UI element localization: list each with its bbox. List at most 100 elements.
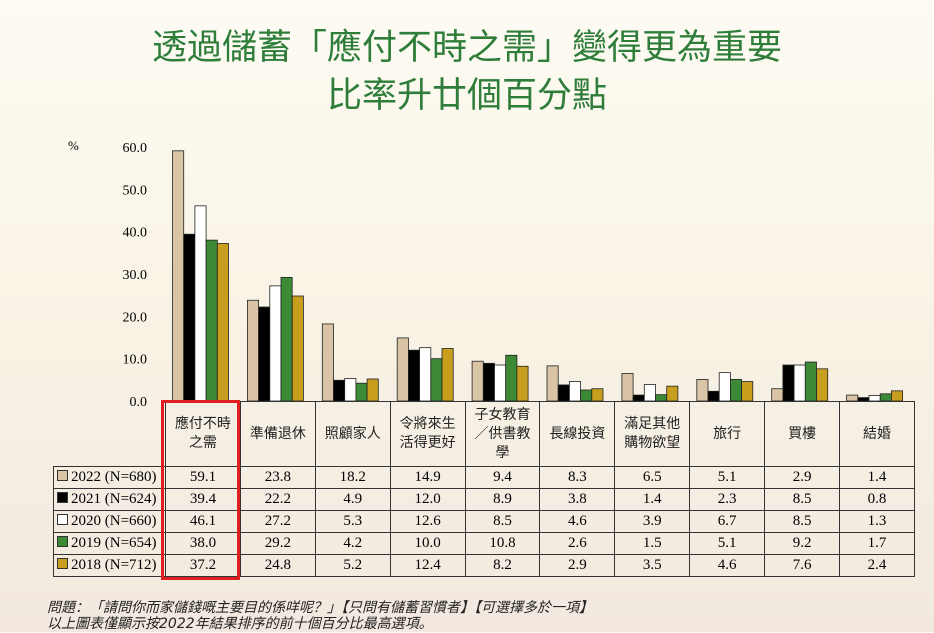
bar: [396, 337, 409, 402]
bar: [505, 354, 518, 402]
data-label: 14.9: [389, 466, 466, 489]
bar: [194, 205, 207, 402]
data-label: 4.6: [539, 510, 616, 533]
category-label: 買樓: [764, 401, 841, 467]
data-label: 12.6: [389, 510, 466, 533]
chart-title-line2: 比率升廿個百分點: [326, 76, 607, 116]
header-blank: [54, 402, 166, 467]
data-label: 5.1: [689, 532, 766, 555]
category-label-line: 應付不時: [174, 416, 231, 432]
data-label: 23.8: [239, 466, 316, 489]
y-tick-label: 10.0: [123, 353, 148, 368]
category-label: 令將來生 活得更好: [389, 401, 466, 467]
bar: [621, 373, 634, 402]
legend-entry: 2018 (N=712): [53, 554, 166, 577]
data-label: 1.4: [839, 466, 915, 489]
data-label: 10.0: [389, 532, 466, 555]
legend-swatch: [57, 514, 68, 525]
data-label: 12.4: [389, 554, 466, 577]
bar: [430, 358, 443, 402]
category-label-line: 活得更好: [399, 435, 456, 451]
bar: [580, 389, 593, 402]
legend-label: 2022 (N=680): [71, 469, 157, 485]
data-label: 8.3: [539, 466, 616, 489]
category-label-line: 準備退休: [249, 425, 306, 442]
category-label: 照顧家人: [314, 401, 391, 467]
data-label: 4.2: [314, 532, 391, 555]
data-label: 38.0: [165, 532, 241, 555]
legend-label: 2020 (N=660): [71, 513, 157, 529]
data-label: 8.5: [464, 510, 541, 533]
data-label: 6.5: [614, 466, 691, 489]
category-label-line: 之需: [188, 435, 217, 451]
data-label: 12.0: [389, 488, 466, 511]
table-row: 2018 (N=712) 37.2 24.8 5.2 12.4 8.2 2.9 3.5 4.6 7…: [53, 554, 915, 577]
bar: [366, 378, 379, 402]
bar: [291, 295, 304, 402]
data-label: 22.2: [239, 488, 316, 511]
category-label: 長線投資: [539, 401, 616, 467]
category-label: 應付不時 之需: [165, 401, 241, 467]
data-label: 18.2: [314, 466, 391, 489]
category-label-line: ／供書教: [474, 425, 531, 442]
y-tick-label: 50.0: [123, 183, 148, 198]
data-label: 8.2: [464, 554, 541, 577]
bar-chart: 60.0 50.0 40.0 30.0 20.0 10.0 0.0: [123, 141, 904, 410]
bar: [482, 362, 495, 402]
bar: [355, 382, 368, 402]
bar: [730, 379, 743, 402]
category-label-line: 照顧家人: [324, 425, 381, 442]
data-label: 59.1: [165, 466, 241, 489]
data-label: 29.2: [239, 532, 316, 555]
data-label: 4.9: [314, 488, 391, 511]
y-axis-unit: %: [68, 138, 79, 153]
bar: [741, 381, 754, 402]
data-label: 3.9: [614, 510, 691, 533]
legend-swatch: [57, 492, 68, 503]
table-header-row: 應付不時 之需 準備退休 照顧家人 令將來生 活得更好 子女教育 ／供書教學長線投資 滿足其他購…: [54, 401, 915, 467]
legend-entry: 2019 (N=654): [53, 532, 166, 555]
category-label-line: 子女教育: [474, 406, 531, 423]
bar: [441, 348, 454, 402]
bar: [172, 150, 185, 402]
data-label: 8.9: [464, 488, 541, 511]
bar: [643, 384, 656, 402]
table-row: 2021 (N=624) 39.4 22.2 4.9 12.0 8.9 3.8 1.4 2.3 8…: [53, 488, 915, 511]
data-label: 6.7: [689, 510, 766, 533]
data-label: 1.3: [839, 510, 915, 533]
bar: [546, 365, 559, 402]
data-label: 9.2: [764, 532, 841, 555]
data-label: 9.4: [464, 466, 541, 489]
bar: [407, 349, 420, 402]
table-row: 2019 (N=654) 38.0 29.2 4.2 10.0 10.8 2.6 1.5 5.1…: [53, 532, 915, 555]
category-label-line: 令將來生: [399, 416, 456, 432]
data-label: 37.2: [165, 554, 241, 577]
legend-label: 2018 (N=712): [71, 557, 157, 573]
category-label-line: 買樓: [788, 425, 817, 442]
bar: [666, 385, 679, 402]
y-tick-label: 30.0: [123, 268, 148, 283]
bar: [494, 364, 507, 402]
data-label: 2.9: [539, 554, 616, 577]
data-label: 27.2: [239, 510, 316, 533]
bar: [891, 390, 904, 402]
category-label-line: 購物欲望: [624, 435, 681, 451]
bar: [696, 379, 709, 402]
bar: [569, 381, 582, 402]
category-label: 滿足其他 購物欲望: [614, 401, 691, 467]
data-label: 8.5: [764, 510, 841, 533]
legend-swatch: [57, 470, 68, 481]
legend-label: 2021 (N=624): [71, 491, 157, 507]
y-tick-label: 20.0: [123, 310, 148, 325]
data-label: 24.8: [239, 554, 316, 577]
table-row: 2020 (N=660) 46.1 27.2 5.3 12.6 8.5 4.6 3.9 6.7 8…: [53, 510, 915, 533]
data-label: 8.5: [764, 488, 841, 511]
category-label-line: 滿足其他: [624, 416, 681, 432]
category-label-line: 結婚: [862, 425, 891, 442]
footnote-question: 問題：「請問你而家儲錢嘅主要目的係咩呢？」【只問有儲蓄習慣者】【可選擇多於一項】: [47, 600, 593, 616]
bar: [333, 379, 346, 402]
bar: [258, 306, 271, 402]
bar: [471, 360, 484, 402]
footnote-remark: 以上圖表僅顯示按2022年結果排序的前十個百分比最高選項。: [47, 616, 433, 632]
bar: [205, 239, 218, 402]
